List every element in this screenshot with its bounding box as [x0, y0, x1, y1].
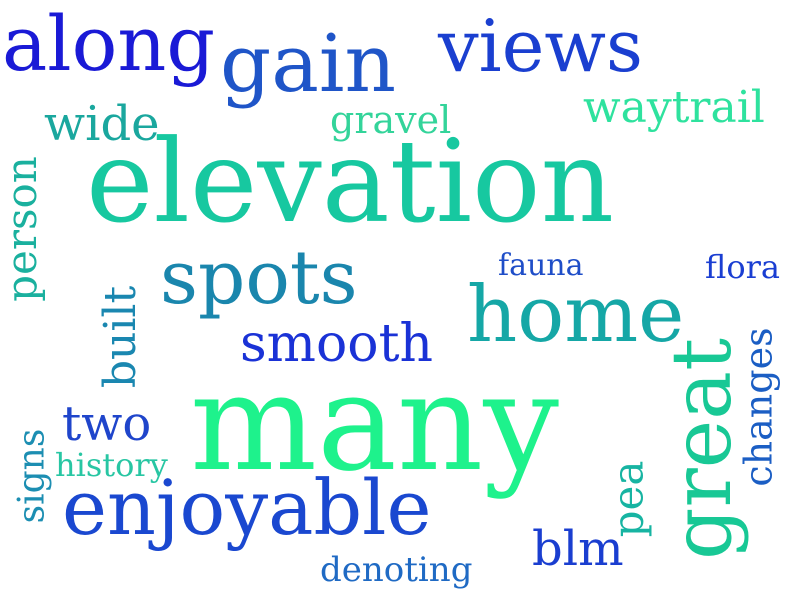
word-waytrail: waytrail — [583, 82, 765, 133]
word-smooth: smooth — [240, 314, 433, 374]
word-person: person — [0, 156, 46, 302]
word-built: built — [95, 285, 147, 389]
word-along: along — [2, 0, 215, 88]
word-many: many — [190, 345, 559, 501]
word-elevation: elevation — [86, 115, 615, 248]
word-signs: signs — [11, 428, 53, 524]
word-wide: wide — [44, 96, 160, 152]
word-history: history — [55, 446, 168, 484]
word-denoting: denoting — [320, 550, 473, 590]
word-fauna: fauna — [498, 248, 584, 283]
word-flora: flora — [705, 248, 780, 286]
word-spots: spots — [160, 235, 358, 321]
word-home: home — [467, 270, 685, 360]
word-great: great — [655, 337, 751, 561]
word-gravel: gravel — [330, 98, 452, 142]
word-two: two — [62, 396, 152, 452]
word-blm: blm — [532, 521, 624, 577]
word-gain: gain — [220, 17, 397, 110]
word-enjoyable: enjoyable — [62, 463, 432, 552]
word-views: views — [438, 4, 643, 88]
